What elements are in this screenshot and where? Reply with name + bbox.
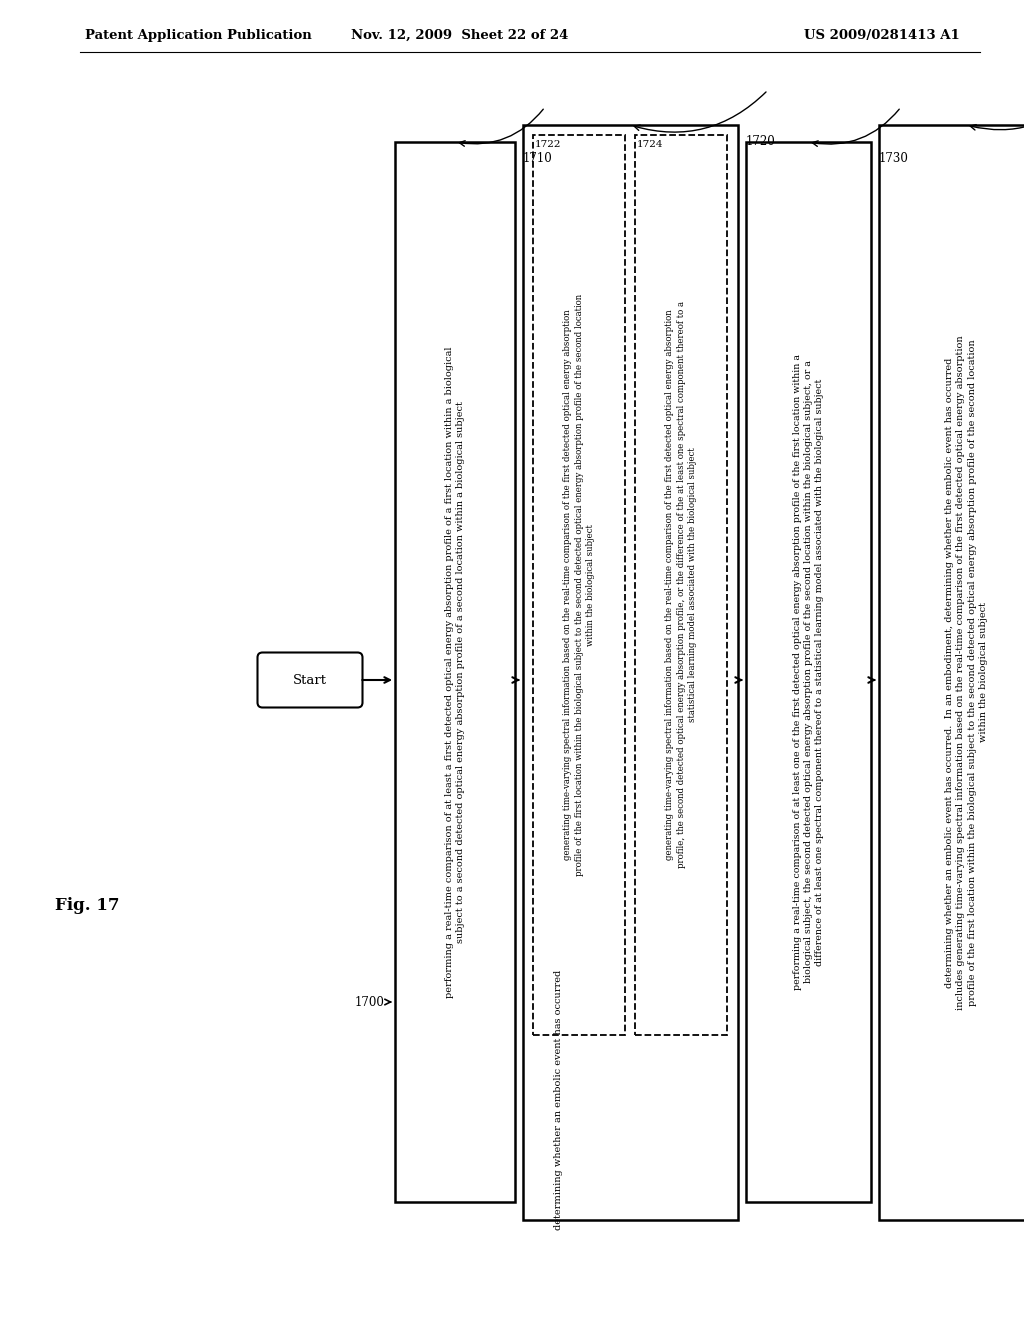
Bar — [635, 135, 727, 1035]
Text: US 2009/0281413 A1: US 2009/0281413 A1 — [804, 29, 961, 41]
Bar — [523, 125, 738, 1220]
Text: 1720: 1720 — [746, 135, 776, 148]
Text: Fig. 17: Fig. 17 — [55, 896, 120, 913]
Bar — [879, 125, 1024, 1220]
Text: determining whether an embolic event has occurred: determining whether an embolic event has… — [554, 970, 563, 1230]
Bar — [746, 143, 871, 1203]
Text: Start: Start — [293, 673, 327, 686]
Text: Patent Application Publication: Patent Application Publication — [85, 29, 311, 41]
Text: performing a real-time comparison of at least a first detected optical energy ab: performing a real-time comparison of at … — [445, 346, 465, 998]
Text: 1710: 1710 — [523, 152, 553, 165]
Text: 1700: 1700 — [355, 995, 385, 1008]
Text: performing a real-time comparison of at least one of the first detected optical : performing a real-time comparison of at … — [793, 354, 824, 990]
Bar — [395, 143, 515, 1203]
Text: 1722: 1722 — [535, 140, 561, 149]
Text: generating time-varying spectral information based on the real-time comparison o: generating time-varying spectral informa… — [563, 294, 595, 876]
FancyBboxPatch shape — [257, 652, 362, 708]
Text: Nov. 12, 2009  Sheet 22 of 24: Nov. 12, 2009 Sheet 22 of 24 — [351, 29, 568, 41]
Bar — [534, 135, 625, 1035]
Text: 1724: 1724 — [637, 140, 664, 149]
Text: 1730: 1730 — [879, 152, 909, 165]
Text: determining whether an embolic event has occurred.  In an embodiment, determinin: determining whether an embolic event has… — [945, 335, 988, 1010]
Text: generating time-varying spectral information based on the real-time comparison o: generating time-varying spectral informa… — [666, 301, 696, 869]
